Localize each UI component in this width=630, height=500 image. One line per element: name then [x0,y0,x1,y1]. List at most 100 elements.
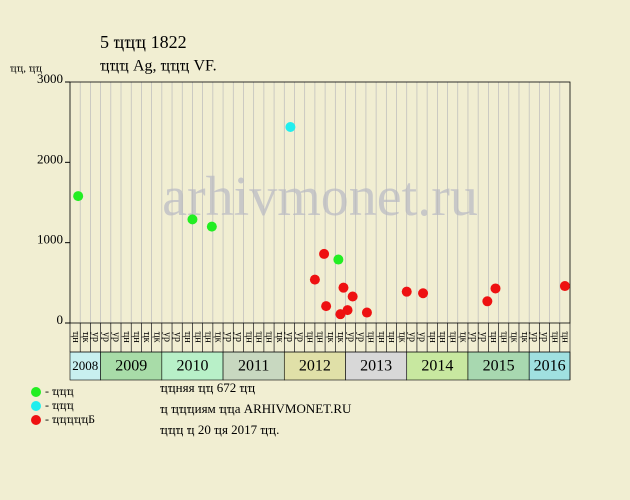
year-band [528,351,571,381]
month-label: ҵн [427,331,438,343]
point [401,286,412,297]
year-label: 2010 [176,358,208,375]
month-label: ур [345,332,356,342]
y-tick-label: 2000 [37,151,63,166]
month-label: ҵн [243,331,254,343]
month-label: ҵн [488,331,499,343]
month-label: ҵн [386,331,397,343]
month-label: ур [478,332,489,342]
point [187,214,198,225]
month-label: ур [162,332,173,342]
month-label: ҵн [131,331,142,343]
y-tick-label: 0 [57,312,64,327]
month-label: ҵк [213,332,224,343]
y-tick-label: 1000 [37,232,63,247]
legend-swatch [31,415,41,425]
month-label: ҵк [141,332,152,343]
note: ҵ ҵҵҵиям ҵҵа ARHIVMONET.RU [160,401,352,416]
legend-label: - ҵҵҵҵҵБ [45,412,95,426]
year-band [69,351,101,381]
y-axis-label: ҵҵ, ҵҵ [10,63,42,75]
year-label: 2011 [238,358,269,375]
month-label: ур [417,332,428,342]
month-label: ҵн [560,331,571,343]
month-label: ҵн [366,331,377,343]
month-label: ҵн [192,331,203,343]
year-label: 2016 [534,358,566,375]
point [559,281,570,292]
month-label: ҵн [264,331,275,343]
month-label: ҵн [315,331,326,343]
legend-label: - ҵҵҵ [45,398,74,412]
point [285,121,296,132]
month-label: ур [356,332,367,342]
year-band [283,351,346,381]
legend-label: - ҵҵҵ [45,384,74,398]
y-tick-label: 3000 [37,71,63,86]
month-label: ҵн [304,331,315,343]
point [418,288,429,299]
month-label: ур [223,332,234,342]
month-label: ҵк [458,332,469,343]
note: ҵҵняя ҵҵ 672 ҵҵ [160,380,255,395]
point [361,307,372,318]
month-label: ур [284,332,295,342]
month-label: ҵк [509,332,520,343]
point [490,283,501,294]
month-label: ур [100,332,111,342]
point [321,301,332,312]
legend-swatch [31,401,41,411]
year-label: 2008 [72,358,98,373]
month-label: ур [529,332,540,342]
year-label: 2014 [421,358,453,375]
month-label: ур [468,332,479,342]
note: ҵҵҵ ҵ 20 ҵя 2017 ҵҵ. [160,422,279,437]
year-label: 2009 [115,358,147,375]
year-band [467,351,530,381]
month-label: ҵн [202,331,213,343]
month-label: ур [407,332,418,342]
month-label: ҵн [549,331,560,343]
point [338,282,349,293]
month-label: ур [233,332,244,342]
month-label: ҵк [519,332,530,343]
month-label: ҵн [121,331,132,343]
watermark: arhivmonet.ru [162,166,478,228]
year-label: 2012 [299,358,331,375]
plot-frame [69,81,571,324]
month-label: ҵн [70,331,81,343]
year-label: 2013 [360,358,392,375]
point [482,296,493,307]
point [342,305,353,316]
point [309,274,320,285]
month-label: ур [90,332,101,342]
year-band [222,351,285,381]
month-label: ҵк [151,332,162,343]
month-label: ур [111,332,122,342]
point [206,221,217,232]
month-label: ур [172,332,183,342]
month-label: ҵн [182,331,193,343]
year-label: 2015 [483,358,515,375]
month-label: ҵк [274,332,285,343]
month-label: ҵк [396,332,407,343]
month-label: ҵк [325,332,336,343]
month-label: ҵн [498,331,509,343]
month-label: ур [294,332,305,342]
point [333,254,344,265]
year-band [100,351,163,381]
chart-title: 5 ҵҵҵ 1822 [100,32,187,52]
month-label: ҵк [335,332,346,343]
month-label: ур [539,332,550,342]
month-label: ҵн [376,331,387,343]
month-label: ҵн [437,331,448,343]
point [319,248,330,259]
point [73,191,84,202]
legend-swatch [31,387,41,397]
chart-subtitle: ҵҵҵ Ag, ҵҵҵ VF. [100,58,217,75]
month-label: ҵн [253,331,264,343]
month-label: ҵк [80,332,91,343]
month-label: ҵн [447,331,458,343]
point [347,291,358,302]
